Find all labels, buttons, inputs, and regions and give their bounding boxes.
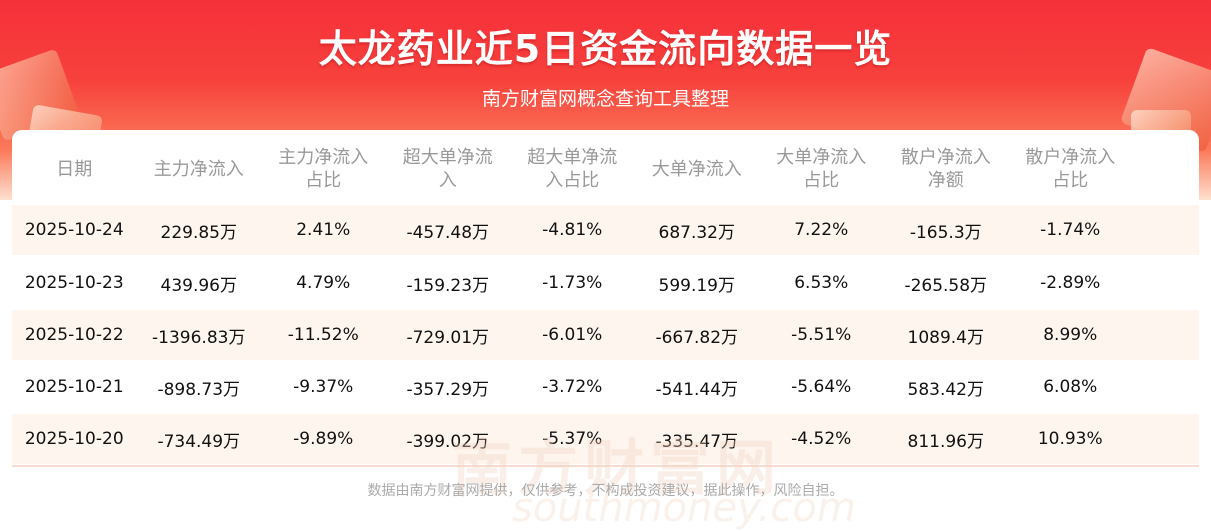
table-cell: 229.85万 xyxy=(160,222,237,243)
table-cell: -457.48万 xyxy=(406,222,490,243)
table-cell: 7.22% xyxy=(794,220,849,240)
table-cell: 439.96万 xyxy=(160,275,237,296)
table-cell: -357.29万 xyxy=(406,379,490,400)
table-row: 2025-10-20 -734.49万 -9.89% -399.02万 -5.37% -3… xyxy=(12,414,1199,464)
table-cell: -541.44万 xyxy=(655,379,739,400)
table-cell: 2025-10-20 xyxy=(24,429,124,449)
table-cell: -9.89% xyxy=(293,429,354,449)
table-row: 2025-10-23 439.96万 4.79% -159.23万 -1.73% 599.… xyxy=(12,258,1199,308)
table-cell: 2.41% xyxy=(296,220,351,240)
table-cell: 2025-10-23 xyxy=(24,273,124,293)
table-cell: 687.32万 xyxy=(658,222,735,243)
column-header: 大单净流入 占比 xyxy=(776,147,867,191)
table-cell: -1396.83万 xyxy=(152,327,246,348)
table-cell: -9.37% xyxy=(293,377,354,397)
table-cell: -2.89% xyxy=(1040,273,1101,293)
table-cell: -11.52% xyxy=(287,325,359,345)
table-cell: 1089.4万 xyxy=(907,327,984,348)
column-header: 超大单净流 入占比 xyxy=(527,147,618,191)
table-cell: -335.47万 xyxy=(655,431,739,452)
table-row: 2025-10-22 -1396.83万 -11.52% -729.01万 -6.01%… xyxy=(12,310,1199,360)
table-cell: 2025-10-24 xyxy=(24,220,124,240)
table-cell: -898.73万 xyxy=(157,379,241,400)
table-cell: 6.08% xyxy=(1043,377,1098,397)
column-header: 大单净流入 xyxy=(651,158,742,180)
table-cell: 8.99% xyxy=(1043,325,1098,345)
table-cell: -265.58万 xyxy=(904,275,988,296)
table-cell: -5.37% xyxy=(542,429,603,449)
table-cell: 6.53% xyxy=(794,273,849,293)
table-cell: -1.74% xyxy=(1040,220,1101,240)
data-table: 日期 主力净流入 主力净流入 占比 超大单净流 入超大单净流 入占比 大单净流入 大单净流… xyxy=(12,130,1199,531)
table-cell: -3.72% xyxy=(542,377,603,397)
table-cell: 2025-10-21 xyxy=(24,377,124,397)
table-cell: -1.73% xyxy=(542,273,603,293)
table-cell: -6.01% xyxy=(542,325,603,345)
page-title: 太龙药业近5日资金流向数据一览 xyxy=(318,27,893,71)
table-cell: -729.01万 xyxy=(406,327,490,348)
page-subtitle: 南方财富网概念查询工具整理 xyxy=(481,88,729,110)
table-row: 2025-10-21 -898.73万 -9.37% -357.29万 -3.72% -5… xyxy=(12,362,1199,412)
table-cell: 10.93% xyxy=(1037,429,1103,449)
table-row: 2025-10-24 229.85万 2.41% -457.48万 -4.81% 687.… xyxy=(12,205,1199,255)
table-cell: -5.51% xyxy=(791,325,852,345)
table-cell: -734.49万 xyxy=(157,431,241,452)
table-cell: -5.64% xyxy=(791,377,852,397)
table-cell: -165.3万 xyxy=(909,222,982,243)
table-cell: 4.79% xyxy=(296,273,351,293)
column-header: 散户净流入 净额 xyxy=(900,147,991,191)
disclaimer: 数据由南方财富网提供，仅供参考，不构成投资建议，据此操作，风险自担。 xyxy=(367,483,844,499)
table-cell: -4.81% xyxy=(542,220,603,240)
table-cell: 583.42万 xyxy=(907,379,984,400)
table-cell: -667.82万 xyxy=(655,327,739,348)
column-header: 主力净流入 xyxy=(153,158,244,180)
table-cell: 599.19万 xyxy=(658,275,735,296)
column-header: 主力净流入 占比 xyxy=(278,147,369,191)
table-cell: 2025-10-22 xyxy=(24,325,124,345)
table-cell: 811.96万 xyxy=(907,431,984,452)
table-header: 日期 主力净流入 主力净流入 占比 超大单净流 入超大单净流 入占比 大单净流入 大单净流… xyxy=(12,138,1199,200)
column-header: 日期 xyxy=(56,158,93,180)
table-cell: -399.02万 xyxy=(406,431,490,452)
table-cell: -4.52% xyxy=(791,429,852,449)
column-header: 超大单净流 入 xyxy=(402,147,493,191)
table-cell: -159.23万 xyxy=(406,275,490,296)
column-header: 散户净流入 占比 xyxy=(1025,147,1116,191)
